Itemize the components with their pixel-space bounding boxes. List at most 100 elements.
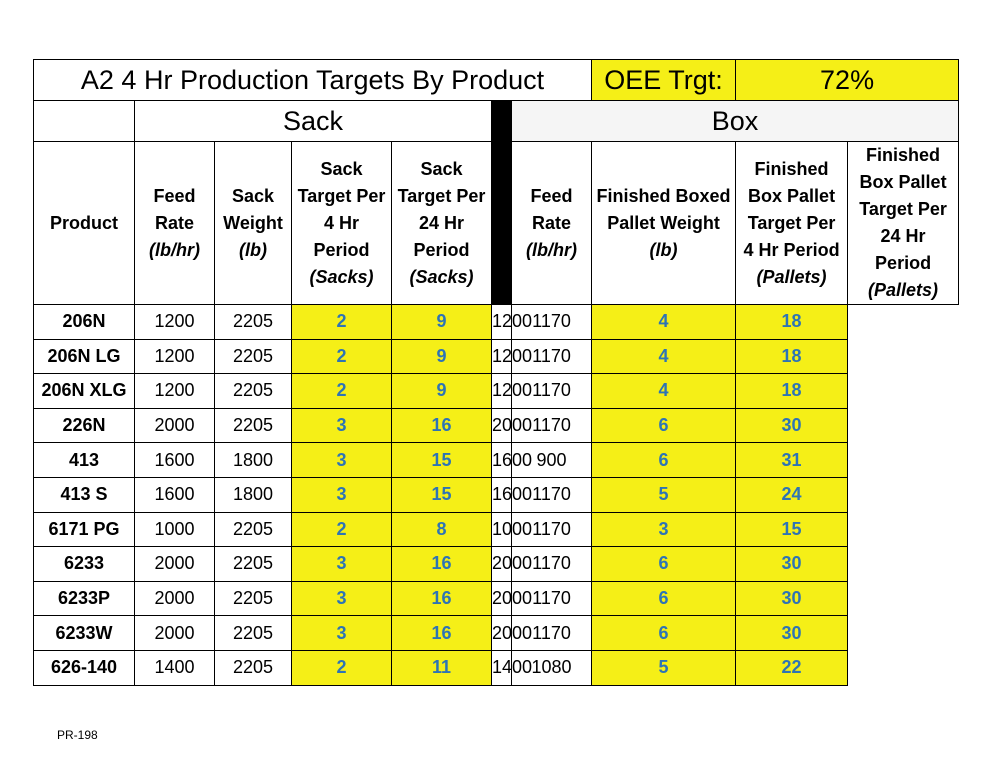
header-unit: (lb/hr) — [526, 239, 578, 260]
blank-group-cell — [33, 100, 135, 142]
cell-pallet-weight: 1080 — [510, 649, 593, 686]
cell-feed-rate: 2000 — [134, 407, 215, 444]
cell-sack-weight: 2205 — [214, 546, 292, 582]
cell-box-feed-rate: 1600 — [491, 442, 532, 478]
cell-box-feed-rate: 1600 — [491, 476, 532, 513]
sheet-title: A2 4 Hr Production Targets By Product — [32, 59, 593, 101]
header-pallet-4hr: Finished Box Pallet Target Per 4 Hr Period (… — [735, 141, 849, 305]
cell-pallet-weight: 1170 — [510, 407, 593, 444]
cell-pallet-target-4hr: 4 — [591, 304, 737, 340]
column-separator — [491, 100, 512, 305]
cell-sack-target-4hr: 3 — [291, 546, 392, 582]
cell-sack-target-24hr: 16 — [391, 580, 492, 617]
cell-sack-target-24hr: 16 — [391, 546, 492, 582]
cell-sack-target-24hr: 16 — [391, 407, 492, 444]
cell-product: 413 S — [33, 476, 135, 513]
cell-box-feed-rate: 1000 — [491, 511, 532, 548]
header-unit: (Pallets) — [756, 266, 827, 287]
cell-sack-weight: 2205 — [214, 511, 292, 548]
header-line: Box Pallet — [859, 172, 947, 192]
cell-sack-target-4hr: 2 — [291, 373, 392, 409]
header-feed-rate: Feed Rate (lb/hr) — [134, 141, 215, 305]
column-header-row: Product Feed Rate (lb/hr) Sack Weight (lb) S… — [33, 141, 960, 305]
table-row: 206N XLG 1200 2205 2 9 1200 1170 4 18 — [33, 373, 959, 409]
header-line: Period — [313, 239, 370, 260]
cell-sack-weight: 1800 — [214, 476, 292, 513]
cell-pallet-weight: 1170 — [510, 546, 593, 582]
cell-pallet-target-4hr: 6 — [591, 615, 737, 651]
cell-sack-target-4hr: 3 — [291, 442, 392, 478]
header-line: 4 Hr — [323, 212, 359, 233]
cell-product: 6233 — [33, 546, 135, 582]
cell-product: 413 — [33, 442, 135, 478]
table-row: 226N 2000 2205 3 16 2000 1170 6 30 — [33, 407, 959, 444]
header-unit: (lb) — [649, 239, 678, 260]
table-row: 413 S 1600 1800 3 15 1600 1170 5 24 — [33, 476, 959, 513]
cell-box-feed-rate: 1200 — [491, 304, 532, 340]
table-row: 6233P 2000 2205 3 16 2000 1170 6 30 — [33, 580, 959, 617]
header-line: Pallet Weight — [607, 212, 720, 233]
header-line: Rate — [154, 212, 194, 233]
table-row: 6233 2000 2205 3 16 2000 1170 6 30 — [33, 546, 959, 582]
cell-feed-rate: 1000 — [134, 511, 215, 548]
cell-pallet-target-24hr: 22 — [735, 649, 849, 686]
cell-sack-weight: 2205 — [214, 338, 292, 375]
cell-pallet-target-24hr: 30 — [735, 580, 849, 617]
header-line: Finished — [866, 145, 941, 165]
cell-pallet-weight: 1170 — [510, 511, 593, 548]
cell-feed-rate: 1400 — [134, 649, 215, 686]
cell-pallet-target-4hr: 5 — [591, 649, 737, 686]
cell-product: 6233P — [33, 580, 135, 617]
cell-product: 206N LG — [33, 338, 135, 375]
cell-box-feed-rate: 2000 — [491, 407, 532, 444]
header-line: Sack — [320, 158, 363, 179]
cell-sack-target-24hr: 9 — [391, 338, 492, 375]
cell-sack-target-4hr: 3 — [291, 476, 392, 513]
header-line: Weight — [223, 212, 283, 233]
cell-feed-rate: 1600 — [134, 476, 215, 513]
header-line: Feed — [153, 185, 196, 206]
header-pallet-weight: Finished Boxed Pallet Weight (lb) — [591, 141, 737, 305]
cell-pallet-weight: 1170 — [510, 580, 593, 617]
header-line: Box Pallet — [748, 185, 836, 206]
cell-feed-rate: 1200 — [134, 373, 215, 409]
cell-pallet-target-24hr: 24 — [735, 476, 849, 513]
cell-pallet-target-4hr: 4 — [591, 338, 737, 375]
header-line: Finished Boxed — [596, 185, 731, 206]
cell-pallet-weight: 900 — [510, 442, 593, 478]
header-sack-weight: Sack Weight (lb) — [214, 141, 292, 305]
cell-pallet-target-4hr: 4 — [591, 373, 737, 409]
production-targets-table: A2 4 Hr Production Targets By Product OE… — [32, 59, 960, 686]
cell-feed-rate: 2000 — [134, 615, 215, 651]
cell-pallet-weight: 1170 — [510, 615, 593, 651]
header-product: Product — [33, 141, 135, 305]
cell-product: 226N — [33, 407, 135, 444]
table-row: 6233W 2000 2205 3 16 2000 1170 6 30 — [33, 615, 959, 651]
cell-feed-rate: 1600 — [134, 442, 215, 478]
cell-feed-rate: 2000 — [134, 580, 215, 617]
table-row: 206N LG 1200 2205 2 9 1200 1170 4 18 — [33, 338, 959, 375]
cell-pallet-target-4hr: 5 — [591, 476, 737, 513]
cell-sack-weight: 2205 — [214, 580, 292, 617]
cell-sack-target-24hr: 15 — [391, 476, 492, 513]
table-row: 6171 PG 1000 2205 2 8 1000 1170 3 15 — [33, 511, 959, 548]
cell-sack-target-24hr: 15 — [391, 442, 492, 478]
cell-sack-target-4hr: 3 — [291, 615, 392, 651]
cell-pallet-target-24hr: 18 — [735, 338, 849, 375]
cell-sack-weight: 2205 — [214, 407, 292, 444]
header-line: Period — [875, 253, 932, 273]
header-line: 24 Hr — [880, 226, 926, 246]
cell-pallet-target-4hr: 6 — [591, 407, 737, 444]
cell-sack-target-4hr: 3 — [291, 407, 392, 444]
header-line: 24 Hr — [418, 212, 465, 233]
cell-sack-target-4hr: 2 — [291, 649, 392, 686]
cell-pallet-target-24hr: 18 — [735, 373, 849, 409]
oee-target-value: 72% — [735, 59, 960, 101]
table-row: 413 1600 1800 3 15 1600 900 6 31 — [33, 442, 959, 478]
cell-box-feed-rate: 1200 — [491, 373, 532, 409]
header-unit: (Sacks) — [309, 266, 374, 287]
cell-box-feed-rate: 1400 — [491, 649, 532, 686]
cell-sack-target-4hr: 2 — [291, 304, 392, 340]
cell-sack-weight: 2205 — [214, 649, 292, 686]
cell-pallet-target-4hr: 6 — [591, 580, 737, 617]
